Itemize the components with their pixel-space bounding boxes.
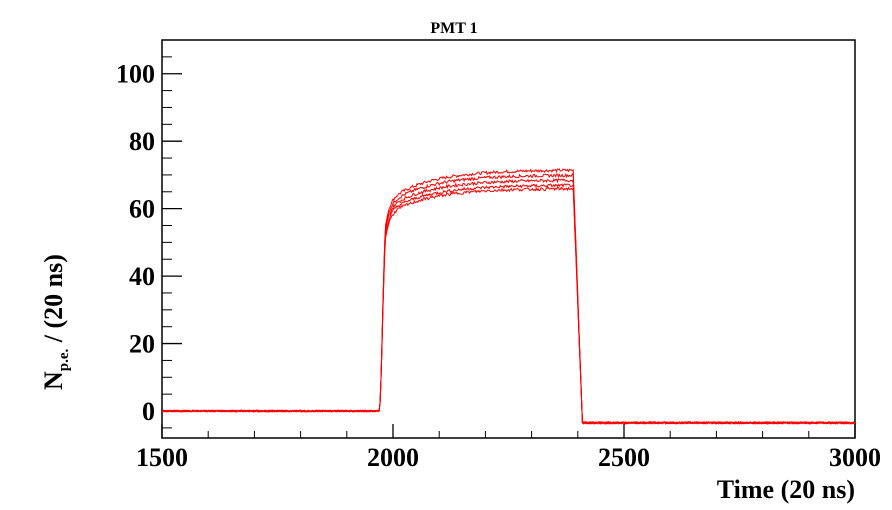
y-tick-label: 40 (129, 262, 155, 291)
x-tick-label: 1500 (136, 443, 188, 472)
plot-frame (161, 39, 856, 439)
y-tick-label: 20 (129, 330, 155, 359)
y-axis-title-subscript: p.e. (56, 348, 72, 371)
x-tick-label: 3000 (829, 443, 881, 472)
plot-area: 1500 2000 2500 3000 0 20 40 60 80 100 (116, 39, 881, 472)
x-axis-title: Time (20 ns) (717, 475, 855, 504)
x-tick-label: 2000 (367, 443, 419, 472)
y-tick-label: 80 (129, 127, 155, 156)
chart-title: PMT 1 (430, 20, 477, 37)
y-axis-title-unit: / (20 ns) (39, 254, 68, 349)
y-tick-label: 100 (116, 60, 155, 89)
y-axis-title-main: N (39, 371, 68, 390)
y-axis-title: Np.e. / (20 ns) (39, 254, 72, 390)
x-tick-label: 2500 (598, 443, 650, 472)
y-tick-label: 0 (142, 397, 155, 426)
series-line (162, 186, 855, 425)
y-tick-label: 60 (129, 195, 155, 224)
